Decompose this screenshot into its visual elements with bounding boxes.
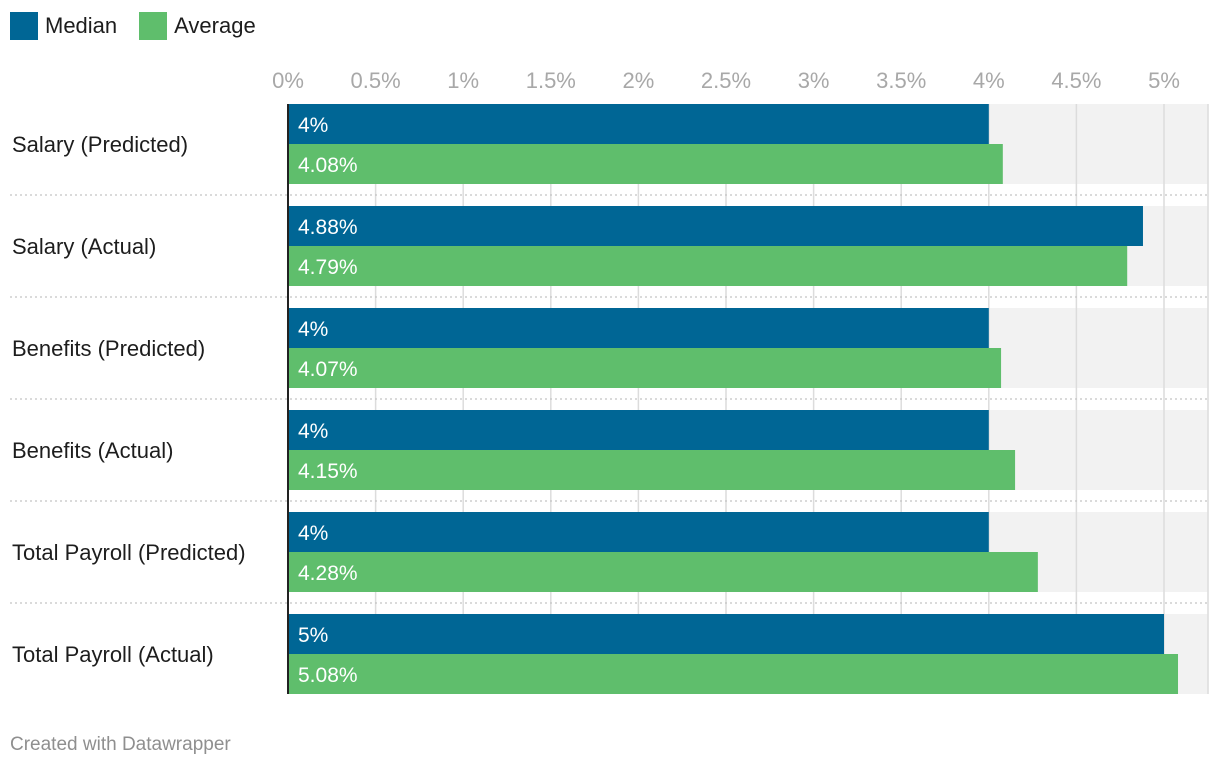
legend-item-average: Average <box>139 12 256 40</box>
bar-value-label-average: 4.08% <box>298 154 358 177</box>
bar-average <box>288 144 1003 184</box>
bar-value-label-median: 4% <box>298 420 328 443</box>
bar-median <box>288 308 989 348</box>
bar-value-label-average: 4.07% <box>298 358 358 381</box>
bar-median <box>288 512 989 552</box>
bar-median <box>288 410 989 450</box>
bar-median <box>288 104 989 144</box>
bar-value-label-median: 4.88% <box>298 216 358 239</box>
x-tick-label: 4% <box>973 68 1005 93</box>
category-label: Salary (Actual) <box>12 234 156 259</box>
x-tick-label: 2% <box>623 68 655 93</box>
legend-label-average: Average <box>174 13 256 38</box>
x-tick-label: 3% <box>798 68 830 93</box>
bar-median <box>288 206 1143 246</box>
category-label: Salary (Predicted) <box>12 132 188 157</box>
category-label: Total Payroll (Actual) <box>12 642 214 667</box>
legend-swatch-average <box>139 12 168 40</box>
footer-credit: Created with Datawrapper <box>10 734 231 755</box>
bar-value-label-median: 4% <box>298 522 328 545</box>
category-label: Benefits (Actual) <box>12 438 173 463</box>
bar-value-label-median: 4% <box>298 114 328 137</box>
bar-value-label-median: 4% <box>298 318 328 341</box>
bar-average <box>288 450 1016 490</box>
x-tick-label: 3.5% <box>876 68 926 93</box>
bar-value-label-average: 4.79% <box>298 256 358 279</box>
x-tick-label: 4.5% <box>1051 68 1101 93</box>
legend-item-median: Median <box>10 12 117 40</box>
x-tick-label: 2.5% <box>701 68 751 93</box>
legend-label-median: Median <box>45 13 118 38</box>
bar-value-label-average: 4.15% <box>298 460 358 483</box>
bar-average <box>288 654 1179 694</box>
category-label: Total Payroll (Predicted) <box>12 540 246 565</box>
bar-value-label-average: 4.28% <box>298 562 358 585</box>
bar-median <box>288 614 1164 654</box>
x-tick-label: 5% <box>1148 68 1180 93</box>
bar-average <box>288 552 1038 592</box>
bar-value-label-median: 5% <box>298 624 328 647</box>
legend: Median Average <box>10 12 278 40</box>
category-label: Benefits (Predicted) <box>12 336 205 361</box>
bar-value-label-average: 5.08% <box>298 664 358 687</box>
bar-average <box>288 246 1128 286</box>
legend-swatch-median <box>10 12 38 40</box>
x-tick-label: 1.5% <box>526 68 576 93</box>
x-tick-label: 0% <box>272 68 304 93</box>
x-tick-label: 0.5% <box>351 68 401 93</box>
bar-average <box>288 348 1002 388</box>
x-tick-label: 1% <box>447 68 479 93</box>
